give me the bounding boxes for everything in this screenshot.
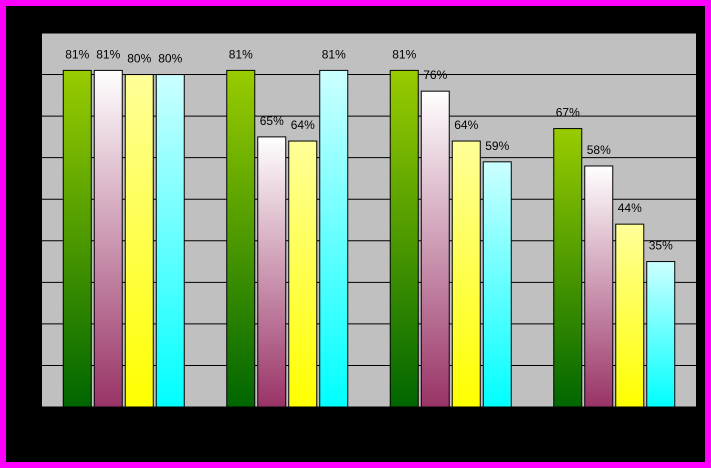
bar xyxy=(62,69,92,408)
bar-chart: 81% 81% 80% 80% 81% 65% 64% 81% 81% 76% 64% 59% 67% 5… xyxy=(27,28,696,441)
x-category-label: 2007-2008 уч.г. xyxy=(586,427,671,441)
chart-frame: 81% 81% 80% 80% 81% 65% 64% 81% 81% 76% 64% 59% 67% 5… xyxy=(6,6,705,462)
y-tick-label: 30 xyxy=(27,277,39,289)
data-label: 80% xyxy=(127,52,151,66)
y-tick-label: 10 xyxy=(27,360,39,372)
bar xyxy=(646,261,676,408)
data-label: 81% xyxy=(96,47,120,61)
data-label: 59% xyxy=(485,139,509,153)
y-tick-label: 0 xyxy=(33,402,39,414)
x-axis-categories: 2004-2005 уч.г. 2005-2006 уч.г. 2006-2007 … xyxy=(95,427,670,441)
data-label: 64% xyxy=(291,118,315,132)
bar xyxy=(155,74,185,408)
data-label: 35% xyxy=(649,239,673,253)
bar xyxy=(226,69,256,408)
data-label: 80% xyxy=(158,52,182,66)
y-tick-label: 50 xyxy=(27,194,39,206)
bar xyxy=(451,140,481,408)
x-category-label: 2006-2007 уч.г. xyxy=(422,427,507,441)
bar xyxy=(288,140,318,408)
y-tick-label: 70 xyxy=(27,111,39,123)
bar xyxy=(93,69,123,408)
bar xyxy=(257,136,287,408)
data-labels: 81% 81% 80% 80% 81% 65% 64% 81% 81% 76% 64% 59% 67% 5… xyxy=(65,47,673,252)
bar xyxy=(319,69,349,408)
data-label: 81% xyxy=(322,47,346,61)
data-label: 44% xyxy=(618,201,642,215)
data-label: 64% xyxy=(454,118,478,132)
bars xyxy=(62,69,676,408)
bar xyxy=(584,165,614,408)
bar xyxy=(420,90,450,408)
bar xyxy=(553,128,583,408)
y-tick-label: 80 xyxy=(27,70,39,82)
data-label: 81% xyxy=(229,47,253,61)
y-tick-label: 60 xyxy=(27,153,39,165)
data-label: 67% xyxy=(556,106,580,120)
data-label: 76% xyxy=(423,68,447,82)
y-tick-label: 40 xyxy=(27,236,39,248)
bar xyxy=(124,74,154,408)
y-tick-label: 20 xyxy=(27,319,39,331)
bar xyxy=(389,69,419,408)
x-category-label: 2004-2005 уч.г. xyxy=(95,427,180,441)
data-label: 81% xyxy=(392,47,416,61)
y-tick-label: 90 xyxy=(27,28,39,40)
x-category-label: 2005-2006 уч.г. xyxy=(259,427,344,441)
data-label: 65% xyxy=(260,114,284,128)
data-label: 58% xyxy=(587,143,611,157)
y-axis-ticks: 0 10 20 30 40 50 60 70 80 90 xyxy=(27,28,39,414)
bar xyxy=(482,161,512,408)
data-label: 81% xyxy=(65,47,89,61)
bar xyxy=(615,223,645,408)
